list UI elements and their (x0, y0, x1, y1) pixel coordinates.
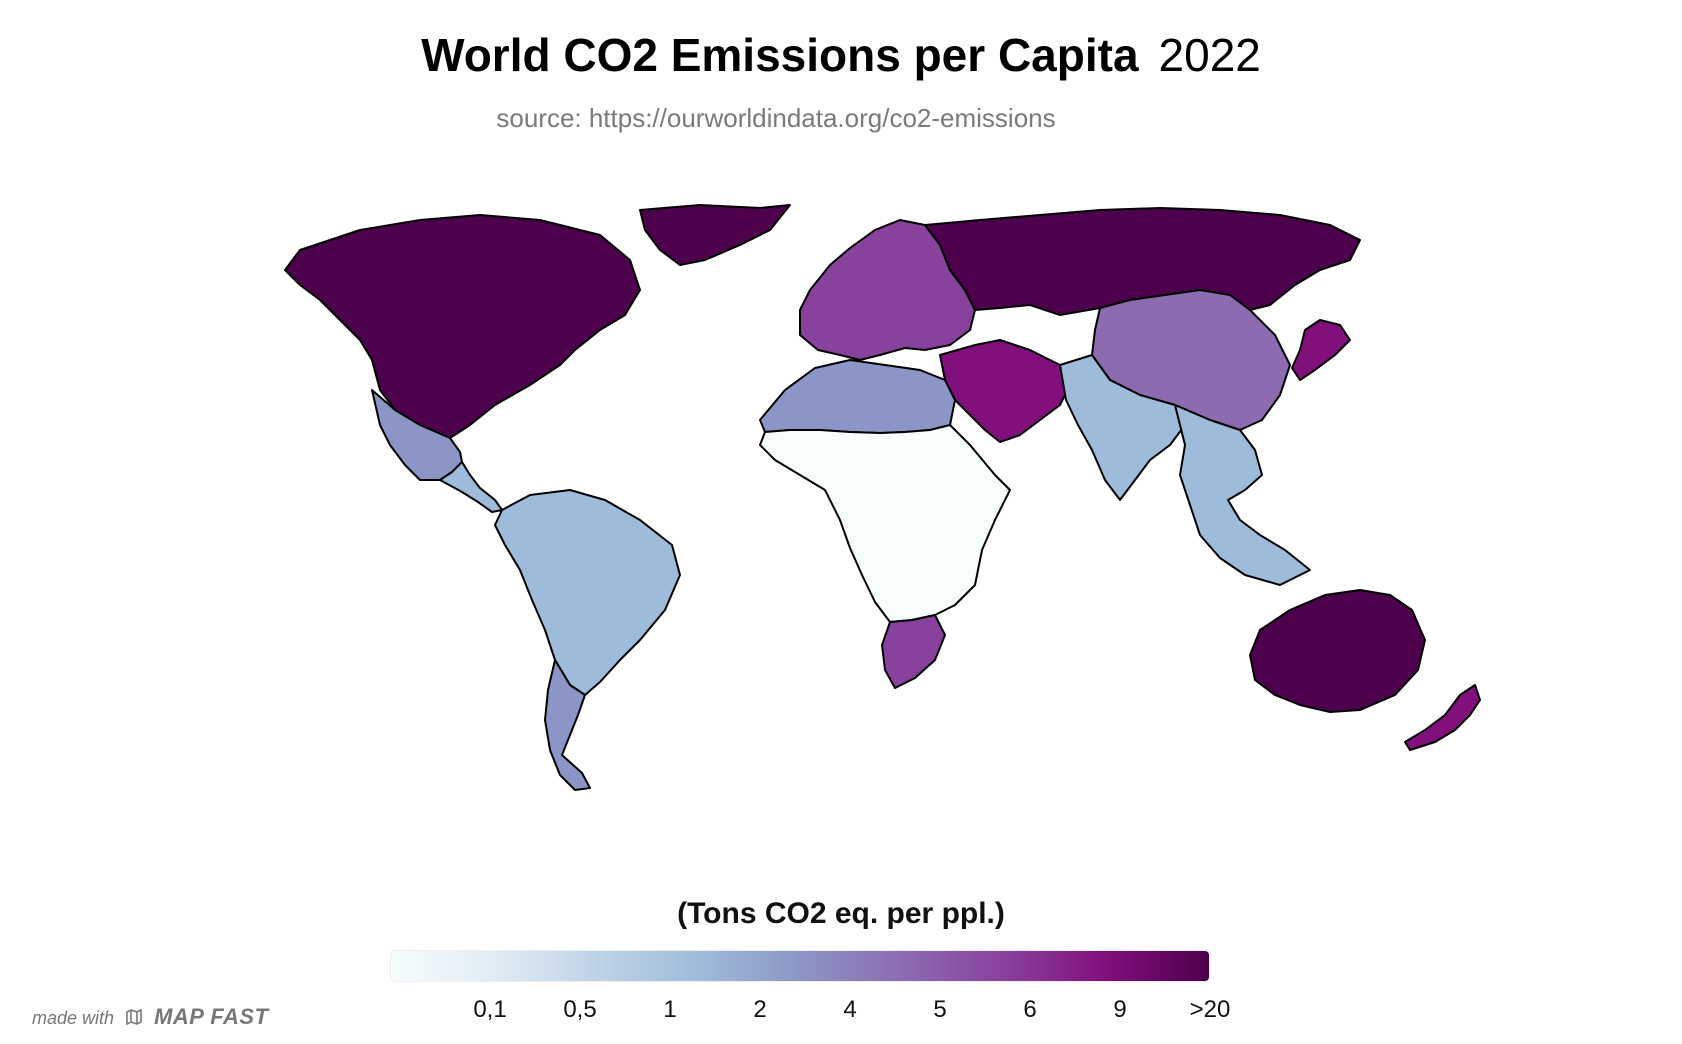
world-map (284, 204, 1481, 791)
map-title: World CO2 Emissions per Capita 2022 (0, 28, 1682, 82)
brand-name: MAP FAST (154, 1004, 269, 1029)
region-south-america (494, 489, 681, 696)
legend-tick-label: 0,1 (473, 996, 507, 1023)
legend-tick-label: 6 (1023, 996, 1037, 1023)
legend-tick-label: 5 (933, 996, 947, 1023)
region-central-america (439, 461, 503, 513)
title-year: 2022 (1158, 29, 1261, 81)
region-sub-saharan-africa (759, 424, 1011, 623)
source-caption: source: https://ourworldindata.org/co2-e… (496, 103, 1056, 133)
region-north-africa (759, 359, 956, 434)
region-greenland (639, 204, 791, 266)
region-middle-east (939, 339, 1071, 443)
brand-watermark: made with MAP FAST (32, 1004, 269, 1030)
legend-title: (Tons CO2 eq. per ppl.) (677, 897, 1005, 930)
region-japan (1291, 319, 1351, 381)
region-south-africa (881, 614, 946, 689)
brand-prefix: made with (32, 1008, 115, 1028)
title-text: World CO2 Emissions per Capita (421, 29, 1139, 81)
map-fast-logo-icon (126, 1008, 142, 1026)
region-argentina (544, 659, 591, 791)
legend-tick-label: 9 (1113, 996, 1127, 1023)
legend-tick-label: 2 (753, 996, 767, 1023)
legend-tick-label: 1 (663, 996, 677, 1023)
legend-tick-label: 0,5 (563, 996, 597, 1023)
region-new-zealand (1404, 684, 1481, 751)
legend-tick-label: 4 (843, 996, 857, 1023)
legend-tick-label: >20 (1189, 996, 1231, 1023)
region-north-america (284, 214, 641, 439)
region-southeast-asia (1174, 404, 1311, 586)
legend-ticks: 0,1 0,5 1 2 4 5 6 9 >20 (0, 996, 1682, 1026)
region-india (1059, 354, 1186, 501)
legend-color-bar (390, 950, 1210, 982)
region-australia (1249, 589, 1426, 713)
